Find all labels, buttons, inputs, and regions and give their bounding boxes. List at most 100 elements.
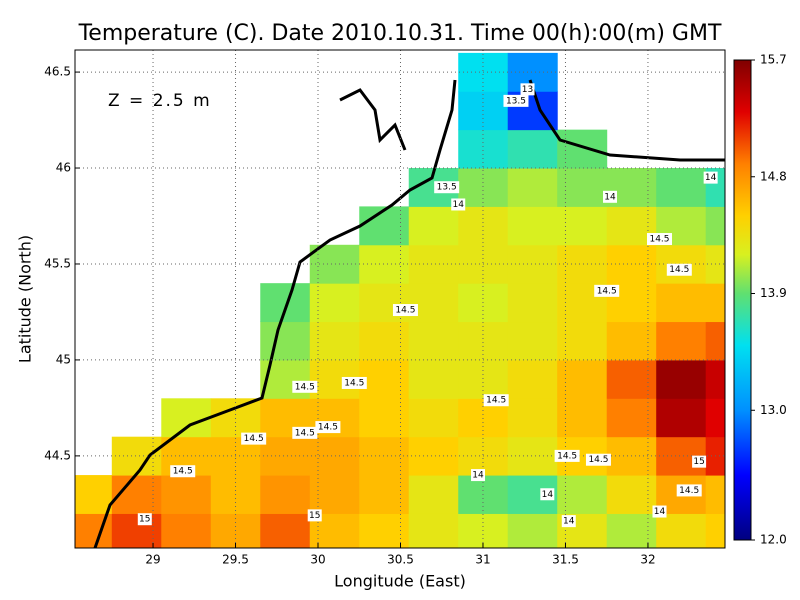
contour-label-bg <box>241 432 267 445</box>
contour-label-bg <box>451 198 466 211</box>
heat-cell <box>507 321 558 361</box>
x-tick-label: 30 <box>310 553 325 567</box>
contour-label-bg <box>483 394 509 407</box>
x-tick-label: 29 <box>145 553 160 567</box>
heat-cell <box>507 398 558 438</box>
heat-cell <box>557 359 608 399</box>
heat-cell <box>408 436 459 476</box>
heat-cell <box>656 359 707 399</box>
contour-label: 15 <box>309 511 320 521</box>
contour-label-bg <box>703 171 718 184</box>
heat-cell <box>210 398 261 438</box>
y-tick-label: 46 <box>56 161 71 175</box>
contour-label-bg <box>540 488 555 501</box>
contour-label: 15 <box>693 457 704 467</box>
heat-cell <box>161 475 212 514</box>
colorbar-tick-label: 13.9 <box>760 286 787 300</box>
heat-cell <box>408 513 459 548</box>
heat-cell <box>408 244 459 284</box>
contour-label-bg <box>585 453 611 466</box>
contour-label: 14.5 <box>597 286 617 296</box>
heat-cell <box>557 244 608 284</box>
contour-label: 14.5 <box>295 382 315 392</box>
heat-cell <box>705 206 725 246</box>
colorbar-tick-label: 12.0 <box>760 533 787 547</box>
heat-cell <box>557 398 608 438</box>
heat-cell <box>408 283 459 323</box>
heat-cell <box>111 436 162 476</box>
contour-label: 14.5 <box>344 378 364 388</box>
contour-label-bg <box>561 515 576 528</box>
contour-label: 14.5 <box>557 451 577 461</box>
heat-cell <box>309 475 360 514</box>
contour-label: 14.5 <box>669 265 689 275</box>
heat-cell <box>260 283 311 323</box>
heat-cell <box>408 206 459 246</box>
contour-label-bg <box>434 181 460 194</box>
heat-cell <box>507 244 558 284</box>
grid <box>75 50 725 548</box>
contour-label: 14 <box>654 507 666 517</box>
contour-label-bg <box>292 380 318 393</box>
heat-cell <box>309 321 360 361</box>
contour-label-bg <box>307 509 322 522</box>
contour-label-bg <box>647 233 673 246</box>
heat-cell <box>359 398 410 438</box>
heat-cell <box>359 206 410 246</box>
heat-cell <box>408 475 459 514</box>
colorbar-tick-label: 13.0 <box>760 403 787 417</box>
contour-label-bg <box>503 94 529 107</box>
heat-cell <box>161 513 212 548</box>
colorbar-tick-label: 15.7 <box>760 53 787 67</box>
plot-frame <box>74 49 726 549</box>
contour-label: 14.5 <box>679 486 699 496</box>
heat-cell <box>557 475 608 514</box>
contour-label-bg <box>170 465 196 478</box>
heat-cell <box>606 398 657 438</box>
heat-cell <box>656 321 707 361</box>
contour-label: 14.5 <box>486 396 506 406</box>
heat-cell <box>656 513 707 548</box>
annotation: Z = 2.5 m <box>108 91 212 111</box>
heat-cell <box>408 321 459 361</box>
heat-cell <box>359 283 410 323</box>
heat-cell <box>507 168 558 207</box>
heat-cell <box>705 359 725 399</box>
heat-cell <box>557 321 608 361</box>
contour-label: 14 <box>472 471 484 481</box>
heat-cell <box>309 283 360 323</box>
heat-cell <box>260 321 311 361</box>
heat-cell <box>705 513 725 548</box>
contour-label: 14 <box>705 173 717 183</box>
heat-cell <box>557 168 608 207</box>
colorbar-tick-label: 14.8 <box>760 169 787 183</box>
contour-label: 13.5 <box>437 183 457 193</box>
contour-label: 14 <box>453 200 465 210</box>
heat-cell <box>458 168 509 207</box>
contour-label: 13 <box>522 85 533 95</box>
heat-cell <box>408 398 459 438</box>
heat-cell <box>656 398 707 438</box>
coast-line <box>93 79 457 548</box>
heat-cell <box>606 321 657 361</box>
contour-label-bg <box>594 284 620 297</box>
contour-label-bg <box>652 505 667 518</box>
contour-label-bg <box>676 484 702 497</box>
contour-label: 14.5 <box>649 235 669 245</box>
y-tick-label: 45.5 <box>44 256 71 270</box>
contour-label: 14.5 <box>588 455 608 465</box>
heat-cell <box>458 359 509 399</box>
contour-label-bg <box>554 449 580 462</box>
heat-cell <box>111 513 162 548</box>
heat-cell <box>260 436 311 476</box>
heat-cell <box>75 475 113 514</box>
contour-label-bg <box>520 83 535 96</box>
x-tick-label: 29.5 <box>222 553 249 567</box>
heat-cell <box>606 359 657 399</box>
heat-cell <box>408 359 459 399</box>
coast-line <box>528 79 725 162</box>
contour-label-bg <box>603 190 618 203</box>
